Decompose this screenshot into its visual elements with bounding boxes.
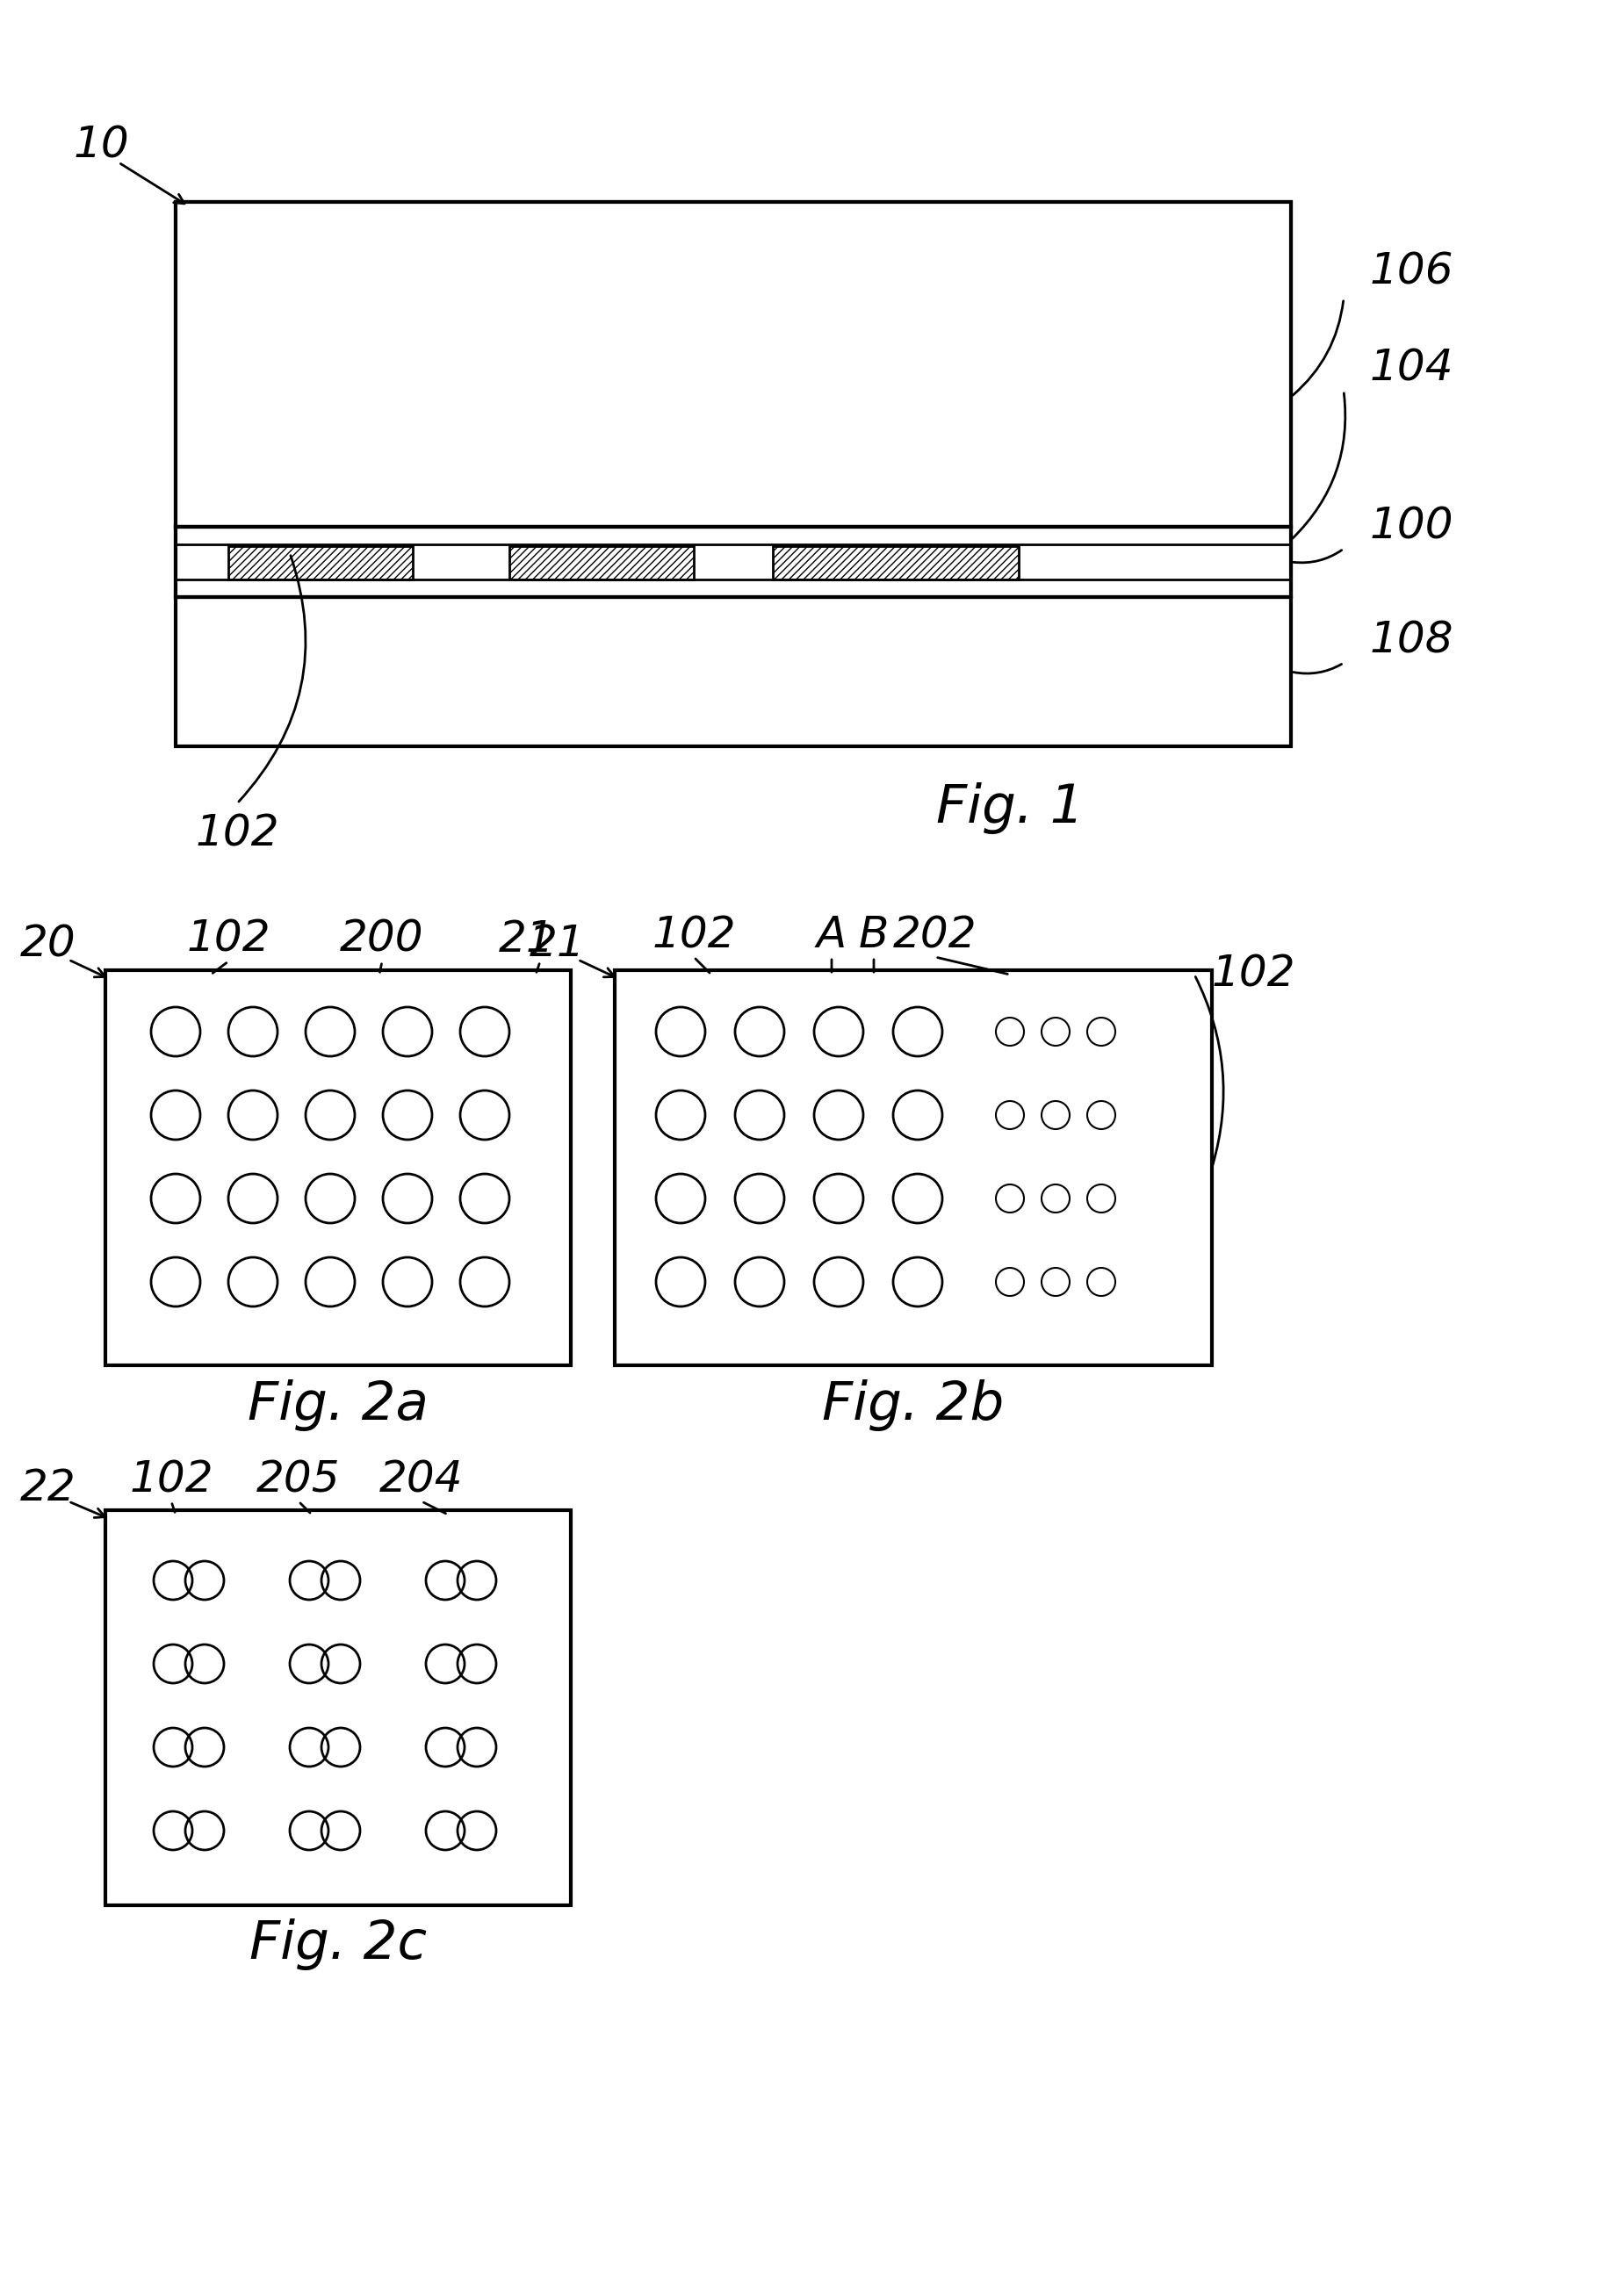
Text: 21: 21 — [530, 923, 585, 964]
Bar — [772, 546, 1017, 579]
Bar — [105, 971, 570, 1366]
Text: 200: 200 — [339, 918, 423, 960]
Text: 204: 204 — [380, 1458, 464, 1502]
Text: Fig. 2a: Fig. 2a — [247, 1380, 428, 1430]
Text: 22: 22 — [21, 1467, 76, 1508]
Text: 102: 102 — [129, 1458, 213, 1502]
Text: 10: 10 — [73, 124, 129, 165]
Bar — [228, 546, 412, 579]
Bar — [614, 971, 1211, 1366]
Text: 106: 106 — [1370, 250, 1454, 294]
Text: 102: 102 — [1211, 953, 1295, 996]
Text: B: B — [858, 914, 888, 955]
Text: Fig. 1: Fig. 1 — [935, 783, 1084, 833]
Bar — [509, 546, 693, 579]
Bar — [176, 526, 1290, 597]
Bar — [105, 1511, 570, 1906]
Bar — [176, 202, 1290, 526]
Text: 20: 20 — [21, 923, 76, 964]
Text: 205: 205 — [257, 1458, 341, 1502]
Text: 102: 102 — [186, 918, 270, 960]
Text: A: A — [816, 914, 846, 955]
Text: 100: 100 — [1370, 505, 1454, 549]
Text: 108: 108 — [1370, 620, 1454, 661]
Text: Fig. 2c: Fig. 2c — [249, 1919, 426, 1970]
Text: 104: 104 — [1370, 347, 1454, 390]
Text: 21: 21 — [499, 918, 554, 960]
Text: 202: 202 — [893, 914, 977, 955]
Text: 102: 102 — [195, 813, 279, 854]
Bar — [176, 202, 1290, 746]
Text: Fig. 2b: Fig. 2b — [822, 1380, 1005, 1430]
Text: 102: 102 — [651, 914, 735, 955]
